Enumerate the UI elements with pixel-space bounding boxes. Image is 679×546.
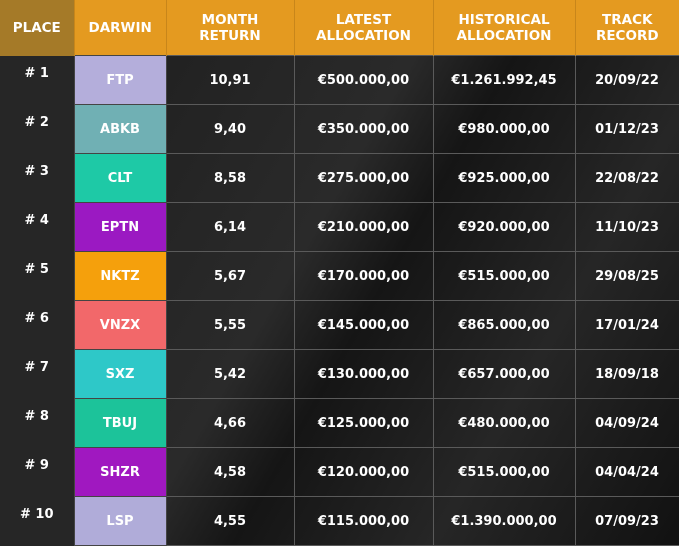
historical-allocation-cell: €980.000,00 — [432, 104, 576, 154]
historical-allocation-cell: €1.261.992,45 — [432, 55, 576, 105]
place-cell: # 6 — [0, 300, 74, 350]
place-cell: # 1 — [0, 55, 74, 105]
track-record-cell: 20/09/22 — [574, 55, 679, 105]
table-row: # 5 NKTZ 5,67 €170.000,00 €515.000,00 29/08/2… — [0, 251, 679, 301]
darwin-cell: FTP — [73, 55, 167, 105]
darwin-cell: EPTN — [73, 202, 167, 252]
historical-allocation-cell: €925.000,00 — [432, 153, 576, 203]
track-record-cell: 17/01/24 — [574, 300, 679, 350]
historical-allocation-cell: €920.000,00 — [432, 202, 576, 252]
table-row: # 6 VNZX 5,55 €145.000,00 €865.000,00 17/01/2… — [0, 300, 679, 350]
column-header: PLACE — [0, 0, 74, 56]
track-record-cell: 04/04/24 — [574, 447, 679, 497]
historical-allocation-cell: €657.000,00 — [432, 349, 576, 399]
track-record-cell: 01/12/23 — [574, 104, 679, 154]
darwin-cell: CLT — [73, 153, 167, 203]
darwin-cell: SHZR — [73, 447, 167, 497]
latest-allocation-cell: €275.000,00 — [293, 153, 434, 203]
table-row: # 3 CLT 8,58 €275.000,00 €925.000,00 22/08/22 — [0, 153, 679, 203]
place-cell: # 10 — [0, 496, 74, 546]
place-cell: # 9 — [0, 447, 74, 497]
latest-allocation-cell: €170.000,00 — [293, 251, 434, 301]
track-record-cell: 22/08/22 — [574, 153, 679, 203]
table-row: # 10 LSP 4,55 €115.000,00 €1.390.000,00 07/09… — [0, 496, 679, 546]
month-return-cell: 5,55 — [165, 300, 295, 350]
column-header: TRACK RECORD — [574, 0, 679, 56]
historical-allocation-cell: €480.000,00 — [432, 398, 576, 448]
column-header: DARWIN — [73, 0, 166, 56]
historical-allocation-cell: €515.000,00 — [432, 251, 576, 301]
month-return-cell: 4,58 — [165, 447, 295, 497]
table-row: # 9 SHZR 4,58 €120.000,00 €515.000,00 04/04/2… — [0, 447, 679, 497]
table-row: # 2 ABKB 9,40 €350.000,00 €980.000,00 01/12/2… — [0, 104, 679, 154]
place-cell: # 5 — [0, 251, 74, 301]
historical-allocation-cell: €865.000,00 — [432, 300, 576, 350]
place-cell: # 8 — [0, 398, 74, 448]
darwin-cell: LSP — [73, 496, 167, 546]
table-row: # 8 TBUJ 4,66 €125.000,00 €480.000,00 04/09/2… — [0, 398, 679, 448]
darwin-cell: TBUJ — [73, 398, 167, 448]
column-header: MONTH RETURN — [165, 0, 294, 56]
column-header: LATEST ALLOCATION — [293, 0, 433, 56]
track-record-cell: 04/09/24 — [574, 398, 679, 448]
darwin-cell: ABKB — [73, 104, 167, 154]
place-cell: # 3 — [0, 153, 74, 203]
month-return-cell: 8,58 — [165, 153, 295, 203]
month-return-cell: 6,14 — [165, 202, 295, 252]
table-row: # 1 FTP 10,91 €500.000,00 €1.261.992,45 20/09… — [0, 55, 679, 105]
darwin-cell: SXZ — [73, 349, 167, 399]
table-row: # 4 EPTN 6,14 €210.000,00 €920.000,00 11/10/2… — [0, 202, 679, 252]
place-cell: # 4 — [0, 202, 74, 252]
latest-allocation-cell: €125.000,00 — [293, 398, 434, 448]
latest-allocation-cell: €500.000,00 — [293, 55, 434, 105]
track-record-cell: 29/08/25 — [574, 251, 679, 301]
place-cell: # 7 — [0, 349, 74, 399]
historical-allocation-cell: €1.390.000,00 — [432, 496, 576, 546]
latest-allocation-cell: €210.000,00 — [293, 202, 434, 252]
month-return-cell: 5,67 — [165, 251, 295, 301]
place-cell: # 2 — [0, 104, 74, 154]
month-return-cell: 9,40 — [165, 104, 295, 154]
historical-allocation-cell: €515.000,00 — [432, 447, 576, 497]
month-return-cell: 4,55 — [165, 496, 295, 546]
darwin-cell: VNZX — [73, 300, 167, 350]
track-record-cell: 07/09/23 — [574, 496, 679, 546]
table-body: # 1 FTP 10,91 €500.000,00 €1.261.992,45 20/09… — [0, 55, 679, 546]
table-row: # 7 SXZ 5,42 €130.000,00 €657.000,00 18/09/18 — [0, 349, 679, 399]
track-record-cell: 18/09/18 — [574, 349, 679, 399]
darwin-cell: NKTZ — [73, 251, 167, 301]
latest-allocation-cell: €115.000,00 — [293, 496, 434, 546]
track-record-cell: 11/10/23 — [574, 202, 679, 252]
month-return-cell: 4,66 — [165, 398, 295, 448]
month-return-cell: 10,91 — [165, 55, 295, 105]
latest-allocation-cell: €120.000,00 — [293, 447, 434, 497]
header-row: PLACE DARWIN MONTH RETURN LATEST ALLOCATION… — [0, 0, 679, 56]
column-header: HISTORICAL ALLOCATION — [432, 0, 575, 56]
latest-allocation-cell: €130.000,00 — [293, 349, 434, 399]
month-return-cell: 5,42 — [165, 349, 295, 399]
latest-allocation-cell: €350.000,00 — [293, 104, 434, 154]
latest-allocation-cell: €145.000,00 — [293, 300, 434, 350]
